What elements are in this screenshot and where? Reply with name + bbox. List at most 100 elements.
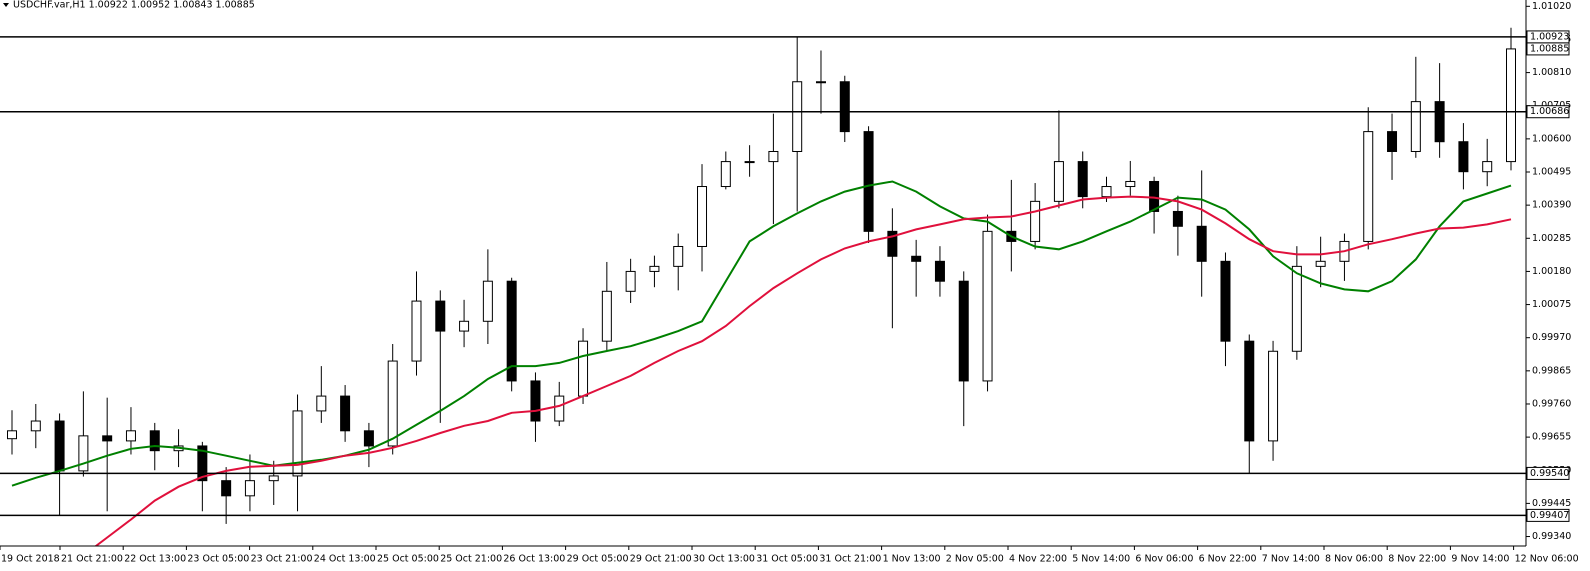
candle-body [792,81,803,152]
x-tick-label: 2 Nov 05:00 [946,554,1004,565]
x-tick-label: 6 Nov 22:00 [1199,554,1257,565]
y-tick-label: 1.00390 [1532,200,1571,211]
candle-body [1053,161,1064,202]
level-label: 0.99540 [1530,468,1569,479]
candle-body [1410,101,1421,152]
level-label: 0.99407 [1530,510,1569,521]
candle-body [530,380,541,422]
candle-body [1077,161,1088,198]
candle-body [1244,340,1255,442]
candle-body [363,430,374,447]
candle-body [292,410,303,477]
candle-body [649,265,660,272]
candle-body [316,395,327,412]
candle-body [1315,260,1326,267]
x-tick-label: 21 Oct 21:00 [61,554,123,565]
menu-arrow[interactable] [3,3,9,7]
x-tick-label: 23 Oct 21:00 [251,554,313,565]
level-box [1526,466,1570,480]
level-label: 1.00686 [1530,106,1569,117]
y-tick-label: 1.00180 [1532,266,1571,277]
last-price-label: 1.00885 [1530,43,1569,54]
y-tick-label: 0.99865 [1532,365,1571,376]
x-tick-label: 19 Oct 2018 [1,554,60,565]
candle-body [340,395,351,432]
candle-body [744,161,755,164]
candle-body [982,230,993,382]
y-tick-label: 1.00810 [1532,67,1571,78]
x-tick-label: 29 Oct 05:00 [567,554,629,565]
y-tick-label: 1.00495 [1532,167,1571,178]
x-tick-label: 31 Oct 21:00 [819,554,881,565]
candle-body [1172,210,1183,227]
candle-body [625,270,636,292]
y-tick-label: 0.99445 [1532,498,1571,509]
level-label: 1.00923 [1530,31,1569,42]
candle-body [839,81,850,133]
y-tick-label: 0.99970 [1532,332,1571,343]
candle-body [482,280,493,322]
candle-body [601,290,612,342]
y-tick-label: 0.99340 [1532,531,1571,542]
candle-body [1125,180,1136,188]
candle-body [149,430,160,452]
x-tick-label: 22 Oct 13:00 [124,554,186,565]
x-tick-label: 29 Oct 21:00 [630,554,692,565]
candle-body [1030,200,1041,242]
candle-body [1291,265,1302,352]
candle-body [459,320,470,332]
candle-body [102,435,113,442]
candle-body [1506,48,1516,163]
candle-body [911,255,922,262]
level-box [1526,508,1570,522]
plot-area [0,27,1526,546]
candle-body [1387,131,1398,152]
y-tick-label: 0.99760 [1532,398,1571,409]
x-tick-label: 1 Nov 13:00 [883,554,941,565]
candle-body [1458,141,1469,173]
x-tick-label: 9 Nov 14:00 [1451,554,1509,565]
y-tick-label: 0.99655 [1532,432,1571,443]
y-tick-label: 1.01020 [1532,1,1571,12]
x-tick-label: 31 Oct 05:00 [756,554,818,565]
x-tick-label: 24 Oct 13:00 [314,554,376,565]
y-tick-label: 1.00285 [1532,233,1571,244]
candle-body [720,161,731,188]
x-tick-label: 26 Oct 13:00 [503,554,565,565]
candle-body [78,435,89,472]
chart-title: USDCHF.var,H1 1.00922 1.00952 1.00843 1.… [13,0,255,11]
candle-body [887,230,898,257]
candle-body [554,395,565,422]
candle-body [197,445,208,482]
candle-body [768,150,779,163]
x-tick-label: 12 Nov 06:00 [1515,554,1579,565]
x-tick-label: 4 Nov 22:00 [1009,554,1067,565]
candle-body [30,420,41,432]
candle-body [958,280,969,382]
candle-body [387,360,398,447]
candle-body [863,131,874,232]
candle-body [1363,131,1374,242]
x-tick-label: 30 Oct 13:00 [693,554,755,565]
candle-body [268,475,279,482]
candle-body [1196,225,1207,262]
candle-body [435,300,446,332]
candle-body [411,300,422,362]
x-tick-label: 5 Nov 14:00 [1072,554,1130,565]
candle-body [578,340,589,397]
moving-average-line [94,195,1512,546]
x-tick-label: 7 Nov 14:00 [1262,554,1320,565]
candle-body [506,280,517,382]
candle-body [697,186,708,247]
candle-body [244,480,255,497]
candle-body [7,430,17,440]
last-price-box [1526,42,1570,56]
candle-body [125,430,136,442]
x-tick-label: 25 Oct 21:00 [440,554,502,565]
x-tick-label: 25 Oct 05:00 [377,554,439,565]
level-box [1526,105,1570,119]
x-tick-label: 8 Nov 06:00 [1325,554,1383,565]
candle-body [54,420,65,472]
candle-body [1101,186,1112,198]
